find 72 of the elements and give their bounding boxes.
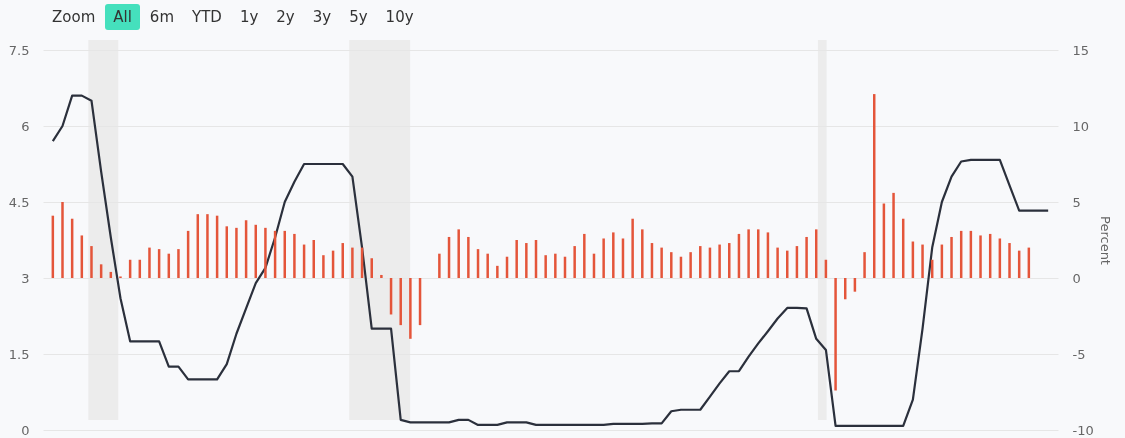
bar — [689, 252, 692, 278]
text: 3y — [311, 7, 333, 28]
bar — [805, 236, 808, 278]
bar — [370, 258, 373, 278]
bar — [747, 229, 750, 278]
bar — [670, 252, 673, 278]
y-tick-label: 0 — [21, 422, 30, 438]
bar — [341, 243, 344, 278]
bar — [718, 244, 721, 278]
y-tick-label: 3 — [21, 270, 30, 286]
y2-tick-label: -10 — [1072, 422, 1094, 438]
y-tick-label: 4.5 — [8, 194, 30, 210]
text: All — [105, 4, 140, 30]
bar — [979, 235, 982, 278]
bar — [496, 265, 499, 278]
bar — [544, 255, 547, 278]
bar — [380, 274, 383, 278]
y2-tick-label: -5 — [1072, 346, 1086, 362]
bar — [1008, 243, 1011, 278]
bar — [177, 249, 180, 278]
bar — [641, 229, 644, 278]
text: 1y — [238, 7, 260, 28]
bar — [950, 236, 953, 278]
y2-tick-label: 5 — [1072, 194, 1081, 210]
bar — [90, 246, 93, 278]
y2-axis-title: Percent — [1097, 216, 1113, 265]
y2-tick-label: 10 — [1072, 118, 1090, 134]
bar — [892, 192, 895, 278]
bar — [322, 255, 325, 278]
bar — [486, 253, 489, 278]
bar — [863, 252, 866, 278]
bar — [728, 243, 731, 278]
bar — [660, 247, 663, 278]
bar — [148, 247, 151, 278]
bar — [612, 232, 615, 278]
bar — [554, 253, 557, 278]
text: 5y — [348, 7, 369, 28]
bar — [515, 240, 518, 278]
bar — [61, 202, 64, 278]
text: 6m — [148, 7, 175, 28]
bar — [631, 218, 634, 278]
y-tick-label: 7.5 — [8, 42, 30, 58]
bar — [757, 229, 760, 278]
y-tick-label: 6 — [21, 118, 30, 134]
bar — [293, 233, 296, 278]
bar — [699, 246, 702, 278]
bar — [834, 278, 837, 391]
bar — [573, 246, 576, 278]
bar — [351, 247, 354, 278]
bar — [206, 214, 209, 278]
line-series — [51, 94, 1050, 428]
text: Zoom — [51, 7, 97, 28]
bar — [776, 247, 779, 278]
bar — [438, 253, 441, 278]
bar — [921, 244, 924, 278]
bar — [235, 227, 238, 278]
bar — [399, 278, 402, 326]
bar — [467, 236, 470, 278]
bar — [525, 243, 528, 278]
bar — [583, 233, 586, 278]
bar — [786, 250, 789, 278]
bar — [312, 240, 315, 278]
y2-tick-label: 0 — [1072, 270, 1081, 286]
bar — [409, 278, 412, 339]
y2-tick-label: 15 — [1072, 42, 1090, 58]
bar — [602, 238, 605, 278]
text: 2y — [275, 7, 296, 28]
text: 10y — [384, 7, 415, 28]
y-tick-label: 1.5 — [8, 346, 30, 362]
text: YTD — [191, 7, 223, 28]
bar — [264, 227, 267, 278]
bar — [457, 229, 460, 278]
